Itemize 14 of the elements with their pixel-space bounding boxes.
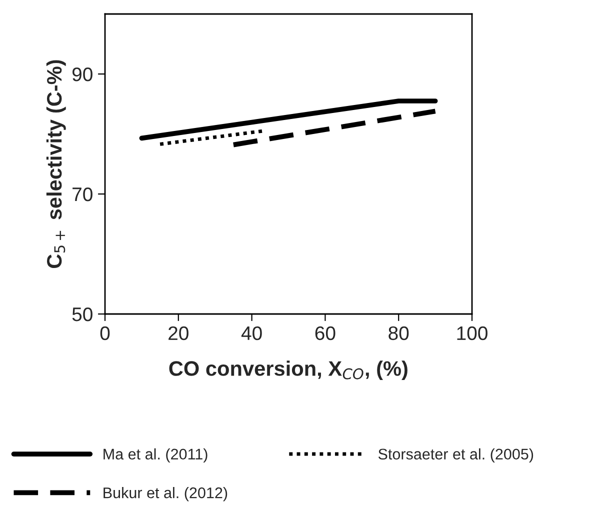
x-tick-label: 20 bbox=[168, 326, 188, 340]
x-tick-label: 80 bbox=[388, 326, 409, 340]
x-axis-title: CO conversion, X$_{CO}$, (%) bbox=[169, 360, 408, 380]
legend-label: Storsaeter et al. (2005) bbox=[378, 448, 534, 463]
x-tick-label: 100 bbox=[457, 326, 488, 340]
y-tick-label: 90 bbox=[72, 67, 92, 82]
x-tick-label: 40 bbox=[241, 326, 262, 340]
legend-label: Bukur et al. (2012) bbox=[104, 487, 228, 502]
x-tick-label: 0 bbox=[100, 326, 110, 340]
y-tick-label: 70 bbox=[72, 187, 92, 202]
legend-label: Ma et al. (2011) bbox=[104, 448, 208, 463]
y-tick-label: 50 bbox=[72, 307, 92, 322]
y-axis-title: C$_{5+}$ selectivity (C-%) bbox=[46, 60, 66, 268]
x-tick-label: 60 bbox=[315, 326, 336, 340]
